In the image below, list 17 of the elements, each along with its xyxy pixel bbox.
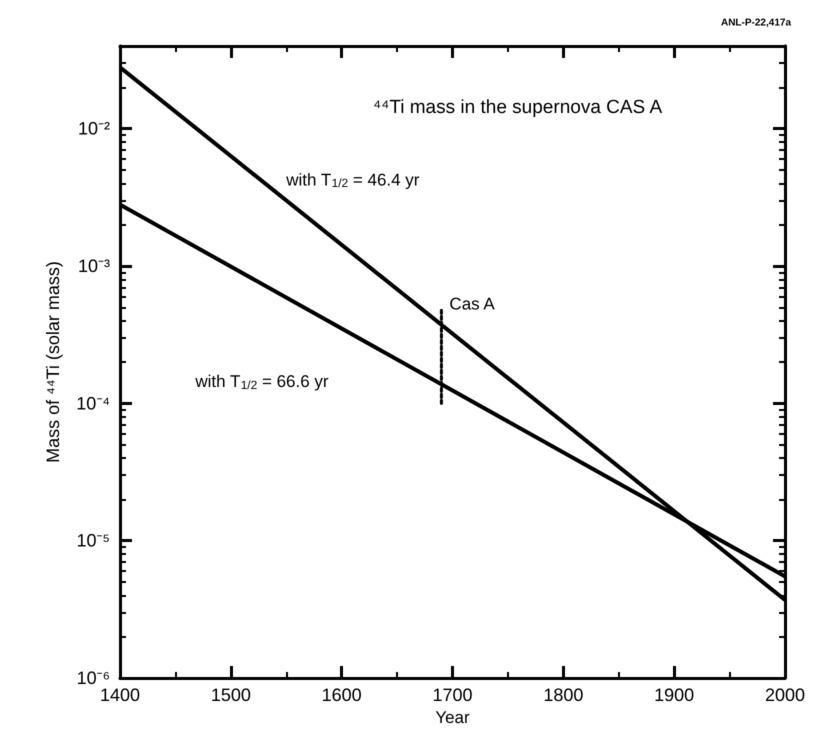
x-axis-title: Year	[435, 708, 470, 727]
x-tick-label: 1800	[543, 685, 584, 705]
y-tick-label: 10⁻³	[78, 256, 110, 276]
x-tick-label: 1500	[210, 685, 251, 705]
x-tick-label: 1400	[100, 685, 140, 705]
x-tick-label: 1600	[322, 685, 362, 705]
y-tick-label: 10⁻⁶	[76, 668, 110, 688]
y-tick-label: 10⁻⁴	[76, 393, 110, 414]
x-tick-label: 1700	[432, 685, 473, 705]
text: ⁴⁴Ti mass in the supernova CAS A	[373, 97, 662, 118]
text: ANL-P-22,417a	[720, 18, 792, 28]
annotation: Cas A	[449, 294, 496, 314]
x-tick-label: 1900	[654, 685, 694, 705]
y-tick-label: 10⁻⁵	[76, 530, 110, 551]
y-axis-title: Mass of ⁴⁴Ti (solar mass)	[43, 261, 63, 463]
y-tick-label: 10⁻²	[78, 118, 110, 139]
x-tick-label: 2000	[764, 685, 806, 705]
